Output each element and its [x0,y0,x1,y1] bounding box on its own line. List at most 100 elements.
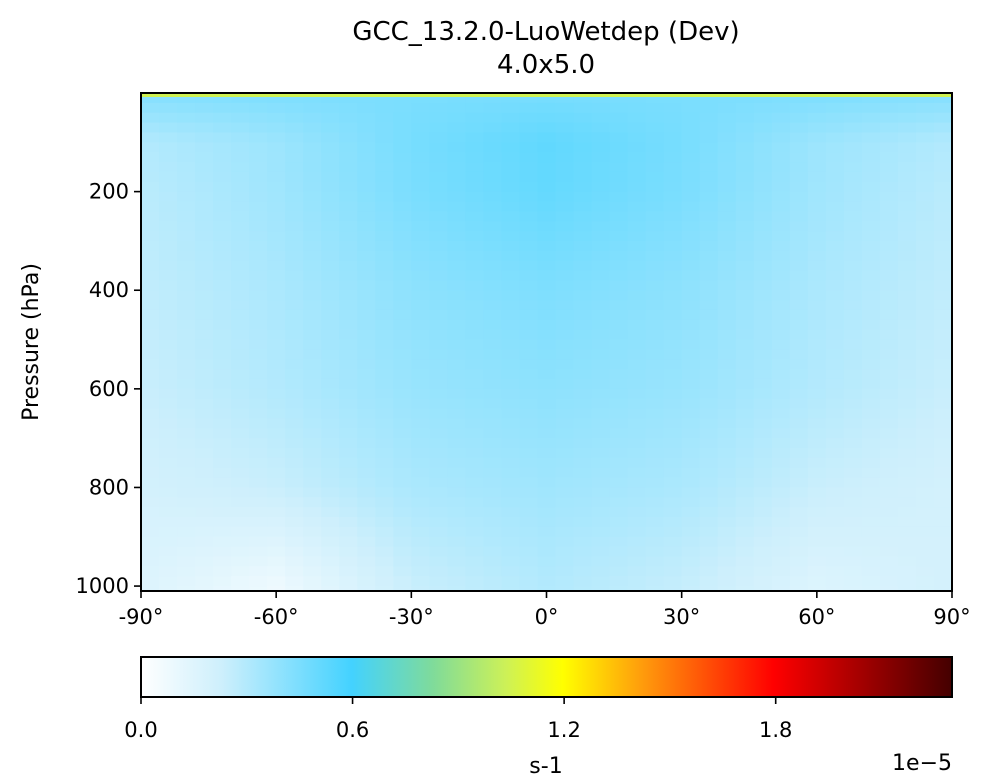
heatmap-cell [717,418,737,429]
heatmap-cell [483,576,503,587]
heatmap-cell [933,221,953,232]
heatmap-cell [753,171,773,183]
heatmap-cell [735,556,755,567]
heatmap-cell [645,586,665,592]
heatmap-cell [501,319,521,331]
heatmap-cell [519,408,539,420]
heatmap-cell [663,369,683,380]
heatmap-cell [933,586,953,592]
heatmap-cell [519,132,539,143]
heatmap-cell [483,536,503,548]
heatmap-cell [555,378,575,390]
heatmap-cell [537,250,557,262]
heatmap-cell [879,162,899,173]
heatmap-cell [879,349,899,360]
heatmap-cell [717,586,737,592]
heatmap-cell [861,270,881,281]
heatmap-cell [141,280,160,291]
heatmap-cell [267,388,286,400]
heatmap-cell [933,517,953,528]
heatmap-cell [789,526,809,538]
heatmap-cell [303,339,322,350]
heatmap-cell [141,457,160,469]
x-axis: -90° -60° -30° 0° 30° 60° 90° [119,591,971,629]
heatmap-cell [393,240,412,252]
heatmap-cell [213,507,232,518]
heatmap-cell [627,517,647,528]
heatmap-cell [429,181,448,193]
heatmap-cell [933,122,953,134]
heatmap-cell [879,142,899,153]
heatmap-cell [159,546,178,558]
heatmap-cell [789,398,809,410]
heatmap-cell [789,201,809,212]
heatmap-cell [915,566,935,577]
heatmap-cell [735,359,755,370]
heatmap-cell [915,240,935,252]
heatmap-cell [429,576,448,587]
heatmap-cell [447,517,466,528]
heatmap-cell [591,467,611,479]
heatmap-cell [807,586,827,592]
heatmap-cell [735,388,755,400]
heatmap-cell [717,457,737,469]
heatmap-cell [393,339,412,350]
heatmap-cell [627,191,647,203]
heatmap-cell [807,408,827,420]
heatmap-cell [915,517,935,528]
heatmap-cell [465,349,485,360]
heatmap-cell [609,526,629,538]
heatmap-cell [807,132,827,143]
heatmap-cell [357,329,376,341]
heatmap-cell [411,497,430,508]
heatmap-cell [231,260,250,272]
heatmap-cell [897,250,917,262]
heatmap-cell [843,359,863,370]
heatmap-cell [213,240,232,252]
heatmap-cell [897,240,917,252]
heatmap-cell [249,507,268,518]
colorbar-tick-label: 0.0 [124,718,157,742]
heatmap-cell [141,477,160,489]
heatmap-cell [447,418,466,429]
heatmap-cell [195,152,214,163]
heatmap-cell [915,319,935,331]
heatmap-cell [915,309,935,321]
heatmap-cell [861,191,881,203]
heatmap-cell [249,171,268,183]
heatmap-cell [303,240,322,252]
heatmap-cell [555,418,575,429]
heatmap-cell [303,290,322,301]
heatmap-cell [429,457,448,469]
heatmap-cell [789,152,809,163]
heatmap-cell [537,477,557,489]
heatmap-cell [519,369,539,380]
heatmap-cell [663,181,683,193]
heatmap-cell [429,448,448,459]
heatmap-cell [699,388,719,400]
heatmap-cell [663,240,683,252]
heatmap-cell [771,152,791,163]
heatmap-cell [555,467,575,479]
heatmap-cell [519,270,539,281]
heatmap-cell [393,566,412,577]
heatmap-cell [393,457,412,469]
heatmap-cell [393,201,412,212]
heatmap-cell [663,339,683,350]
heatmap-cell [321,487,340,498]
heatmap-cell [213,546,232,558]
heatmap-cell [339,171,358,183]
heatmap-cell [861,102,881,114]
heatmap-cell [573,536,593,548]
heatmap-cell [429,378,448,390]
heatmap-cell [411,369,430,380]
heatmap-cell [681,319,701,331]
x-tick-label: 60° [798,605,835,629]
heatmap-cell [159,438,178,449]
y-tick-label: 400 [89,278,129,302]
heatmap-cell [771,457,791,469]
heatmap-cell [897,467,917,479]
heatmap-cell [303,211,322,222]
heatmap-cell [609,329,629,341]
